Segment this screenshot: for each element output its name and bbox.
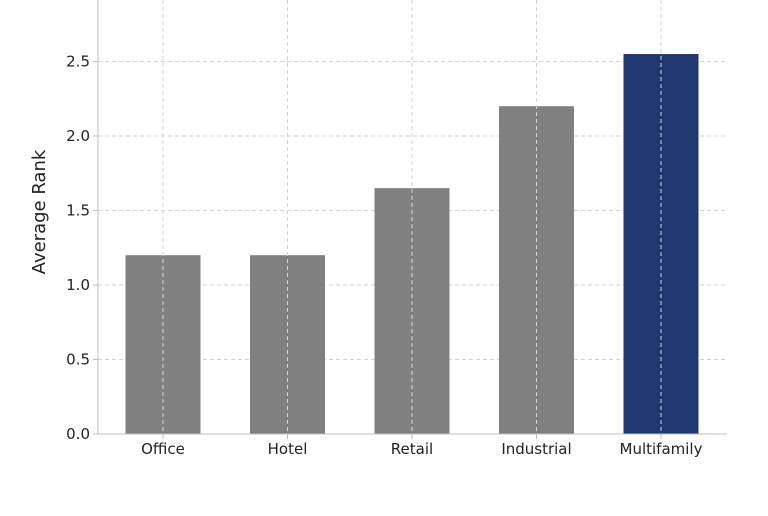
y-tick-label: 2.5 bbox=[66, 53, 90, 71]
bar-multifamily bbox=[623, 54, 699, 435]
labels-layer: 0.0 0.5 1.0 1.5 2.0 2.5 Office Hotel Retail Indus… bbox=[66, 53, 702, 459]
y-tick-label: 0.5 bbox=[66, 351, 90, 369]
x-tick-label: Retail bbox=[391, 440, 433, 458]
axes-layer bbox=[93, 0, 727, 439]
vertical-grid-layer bbox=[162, 0, 662, 434]
y-axis-label: Average Rank bbox=[29, 149, 50, 274]
x-tick-label: Hotel bbox=[268, 440, 308, 458]
x-tick-label: Multifamily bbox=[620, 440, 703, 458]
y-tick-label: 0.0 bbox=[66, 425, 90, 443]
x-tick-label: Office bbox=[141, 440, 185, 458]
y-tick-label: 1.5 bbox=[66, 202, 90, 220]
y-tick-label: 2.0 bbox=[66, 127, 90, 145]
x-tick-label: Industrial bbox=[501, 440, 571, 458]
bars-layer bbox=[125, 54, 699, 435]
y-tick-label: 1.0 bbox=[66, 276, 90, 294]
